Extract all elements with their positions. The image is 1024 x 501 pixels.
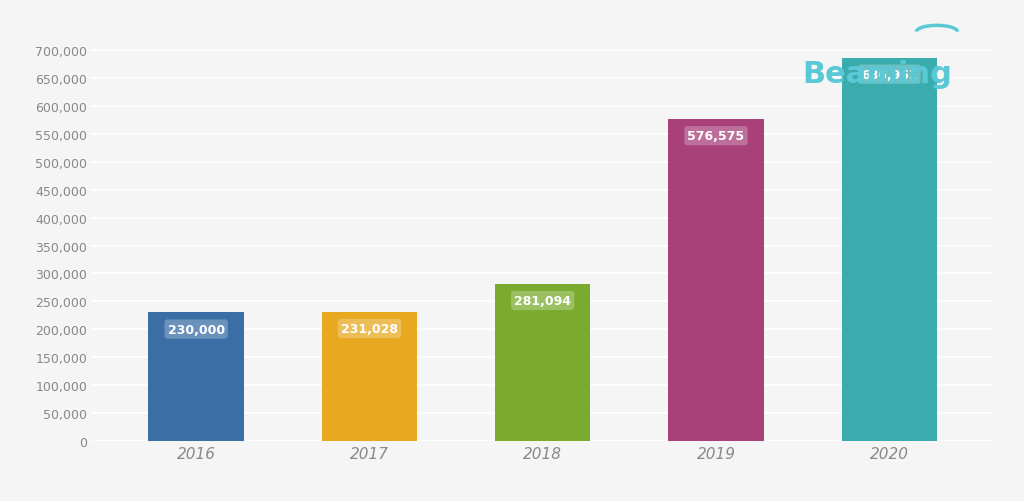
Text: Beaming: Beaming [803, 60, 952, 89]
Bar [495, 285, 591, 441]
Text: 576,575: 576,575 [687, 130, 744, 143]
Text: 230,000: 230,000 [168, 323, 224, 336]
Bar [322, 312, 417, 441]
Bar [669, 120, 764, 441]
Text: 231,028: 231,028 [341, 322, 398, 335]
Bar [148, 313, 244, 441]
Text: 686,961: 686,961 [861, 69, 918, 82]
Bar [842, 59, 937, 441]
Text: 281,094: 281,094 [514, 295, 571, 308]
